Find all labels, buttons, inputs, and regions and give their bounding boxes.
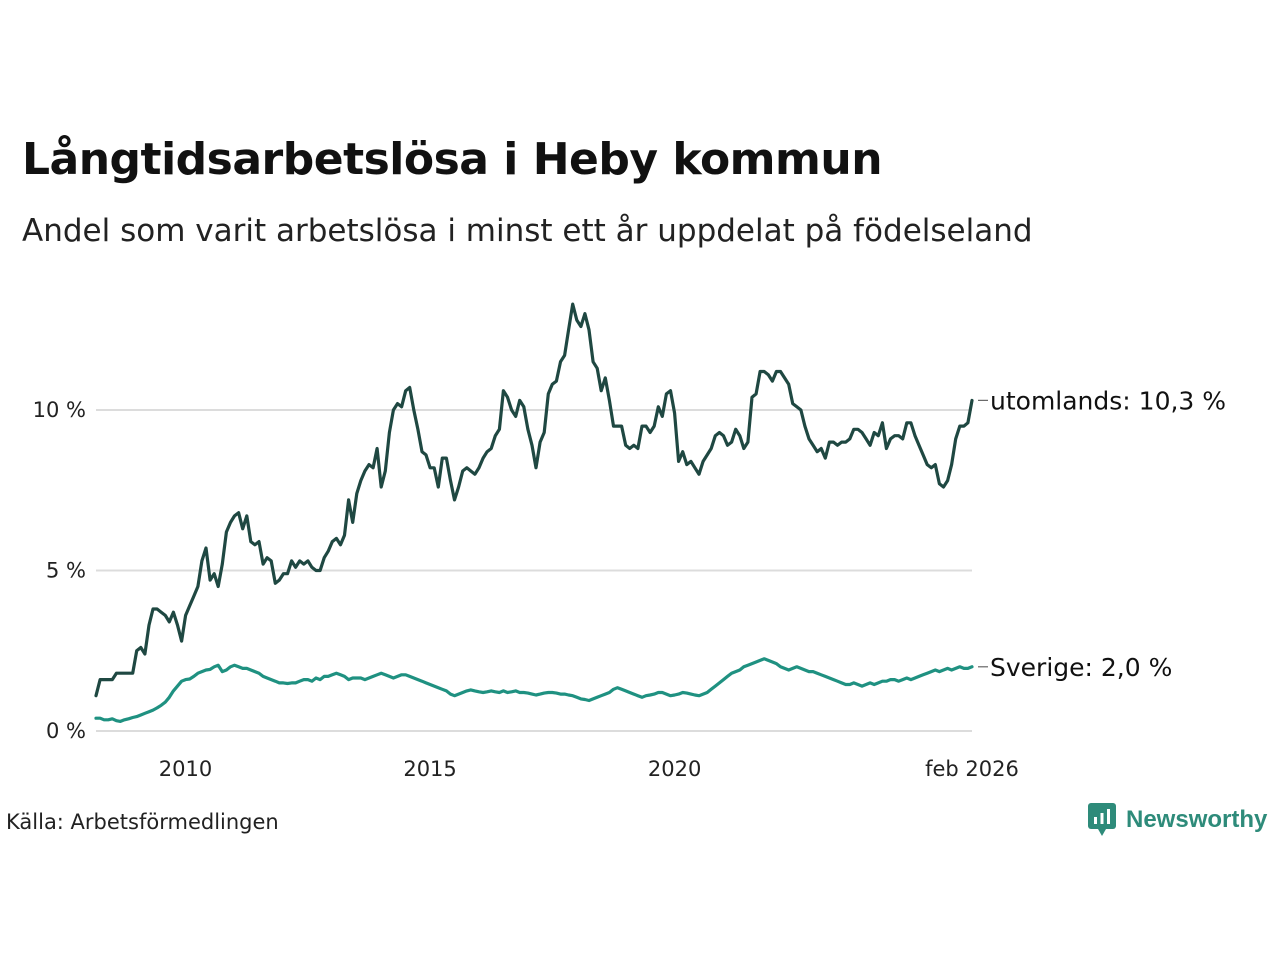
y-tick-label: 10 % [33,398,86,422]
series-label-utomlands: utomlands: 10,3 % [990,386,1226,415]
gridlines [96,409,972,732]
x-tick-label: 2020 [648,757,701,781]
x-tick-label: 2015 [403,757,456,781]
series-line-sverige [94,657,974,724]
axis-ticks: 0 % 5 % 10 % 2010 2015 2020 feb 2026 [33,398,1019,781]
chart-title: Långtidsarbetslösa i Heby kommun [22,134,883,185]
series-label-sverige: Sverige: 2,0 % [990,653,1172,682]
y-tick-label: 5 % [46,559,86,583]
y-tick-label: 0 % [46,719,86,743]
source-note: Källa: Arbetsförmedlingen [6,810,279,834]
x-tick-label: feb 2026 [925,757,1019,781]
newsworthy-logo-icon [1088,803,1116,836]
brand-name: Newsworthy [1126,806,1268,833]
chart-subtitle: Andel som varit arbetslösa i minst ett å… [22,213,1033,249]
series-line-utomlands [94,302,974,698]
x-tick-label: 2010 [159,757,212,781]
brand-logo: Newsworthy [1088,803,1267,837]
series-lines [94,302,974,724]
series-labels: utomlands: 10,3 % Sverige: 2,0 % [978,386,1226,682]
